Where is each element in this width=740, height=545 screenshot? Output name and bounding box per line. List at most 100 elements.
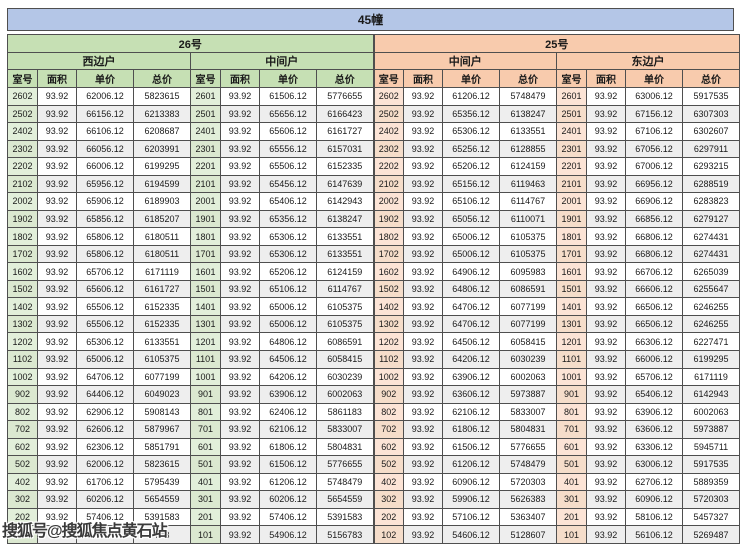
cell-room: 1501 — [190, 279, 221, 299]
cell-room: 802 — [372, 402, 404, 422]
cell-price: 67006.12 — [625, 157, 683, 176]
cell-area: 93.92 — [37, 279, 77, 299]
cell-price: 65506.12 — [76, 297, 134, 316]
cell-room: 2602 — [7, 87, 38, 106]
cell-price: 60206.12 — [76, 490, 134, 509]
cell-price: 66506.12 — [625, 314, 683, 334]
col-header-room: 室号 — [372, 69, 404, 88]
cell-total: 6274431 — [682, 227, 740, 246]
cell-price: 65456.12 — [259, 174, 317, 194]
cell-room: 2501 — [190, 104, 221, 124]
cell-price: 57406.12 — [76, 507, 134, 527]
cell-room: 2001 — [190, 192, 221, 211]
cell-area: 93.92 — [37, 420, 77, 439]
cell-price: 66956.12 — [625, 174, 683, 194]
col-header-area: 面积 — [403, 69, 443, 88]
cell-price: 65306.12 — [259, 244, 317, 264]
cell-room: 201 — [190, 507, 221, 527]
cell-area: 93.92 — [403, 402, 443, 422]
cell-price: 56106.12 — [625, 525, 683, 544]
cell-total: 5776655 — [499, 437, 557, 457]
cell-price: 65306.12 — [259, 227, 317, 246]
cell-price: 64806.12 — [442, 279, 500, 299]
cell-total: 5776655 — [316, 87, 374, 106]
column-header-row: 室号 面积 单价 总价 室号 面积 单价 总价 室号 面积 单价 总价 室号 面积 单价 总价 — [7, 69, 740, 88]
table-row: 1602 93.92 65706.12 6171119 1601 93.92 65206.1… — [7, 262, 740, 281]
cell-room: 802 — [7, 402, 38, 422]
cell-total: 6283823 — [682, 192, 740, 211]
cell-total: 5917535 — [682, 455, 740, 474]
col-header-total: 总价 — [133, 69, 191, 88]
cell-room: 1801 — [190, 227, 221, 246]
cell-room: 1401 — [556, 297, 587, 316]
table-row: 1502 93.92 65606.12 6161727 1501 93.92 65106.1… — [7, 279, 740, 299]
cell-total: 6058415 — [499, 332, 557, 351]
cell-room: 2301 — [190, 139, 221, 159]
table-row: 1102 93.92 65006.12 6105375 1101 93.92 64506.1… — [7, 349, 740, 369]
col-header-total: 总价 — [682, 69, 740, 88]
cell-price: 66856.12 — [625, 209, 683, 229]
cell-total: 6307303 — [682, 104, 740, 124]
cell-area: 93.92 — [37, 192, 77, 211]
cell-price: 61506.12 — [259, 455, 317, 474]
cell-room: 302 — [7, 490, 38, 509]
cell-price: 65056.12 — [442, 209, 500, 229]
cell-total: 6119463 — [499, 174, 557, 194]
cell-total: 6142943 — [316, 192, 374, 211]
cell-area: 93.92 — [586, 402, 626, 422]
cell-price: 63906.12 — [625, 402, 683, 422]
cell-area — [37, 525, 77, 544]
cell-room: 901 — [556, 385, 587, 404]
cell-room: 2601 — [556, 87, 587, 106]
cell-total: 5973887 — [682, 420, 740, 439]
cell-price: 64406.12 — [76, 385, 134, 404]
cell-room: 1902 — [7, 209, 38, 229]
cell-total: 5626383 — [499, 490, 557, 509]
cell-total: 6114767 — [316, 279, 374, 299]
cell-price: 66606.12 — [625, 279, 683, 299]
cell-area: 93.92 — [586, 385, 626, 404]
cell-total: 5879967 — [133, 420, 191, 439]
cell-price: 66806.12 — [625, 244, 683, 264]
cell-area: 93.92 — [37, 139, 77, 159]
cell-area: 93.92 — [586, 122, 626, 141]
col-header-room: 室号 — [7, 69, 38, 88]
cell-area: 93.92 — [37, 314, 77, 334]
cell-area: 93.92 — [403, 244, 443, 264]
cell-area: 93.92 — [37, 367, 77, 387]
table-row: 2402 93.92 66106.12 6208687 2401 93.92 65606.1… — [7, 122, 740, 141]
cell-room: 1201 — [190, 332, 221, 351]
cell-area: 93.92 — [403, 507, 443, 527]
cell-price: 61806.12 — [442, 420, 500, 439]
cell-price: 65706.12 — [625, 367, 683, 387]
cell-price: 66706.12 — [625, 262, 683, 281]
col-header-area: 面积 — [586, 69, 626, 88]
cell-area: 93.92 — [586, 157, 626, 176]
cell-room: 2102 — [7, 174, 38, 194]
table-row: 2502 93.92 66156.12 6213383 2501 93.92 65656.1… — [7, 104, 740, 124]
cell-total: 5720303 — [682, 490, 740, 509]
cell-room: 2001 — [556, 192, 587, 211]
cell-room: 1001 — [556, 367, 587, 387]
cell-price: 62006.12 — [76, 455, 134, 474]
cell-area: 93.92 — [37, 174, 77, 194]
cell-total: 6180511 — [133, 244, 191, 264]
cell-room: 1902 — [372, 209, 404, 229]
cell-room: 202 — [372, 507, 404, 527]
cell-area: 93.92 — [403, 385, 443, 404]
cell-price: 65406.12 — [625, 385, 683, 404]
cell-price: 65306.12 — [76, 332, 134, 351]
cell-total: 6246255 — [682, 314, 740, 334]
cell-area: 93.92 — [403, 209, 443, 229]
cell-room: 1102 — [372, 349, 404, 369]
table-row: 302 93.92 60206.12 5654559 301 93.92 60206.12 5… — [7, 490, 740, 509]
cell-area: 93.92 — [586, 420, 626, 439]
cell-room: 101 — [556, 525, 587, 544]
cell-room: 602 — [372, 437, 404, 457]
cell-area: 93.92 — [37, 455, 77, 474]
cell-total: 6105375 — [133, 349, 191, 369]
cell-room: 1701 — [190, 244, 221, 264]
cell-room: 2502 — [7, 104, 38, 124]
cell-total: 6095983 — [499, 262, 557, 281]
col-header-price: 单价 — [259, 69, 317, 88]
